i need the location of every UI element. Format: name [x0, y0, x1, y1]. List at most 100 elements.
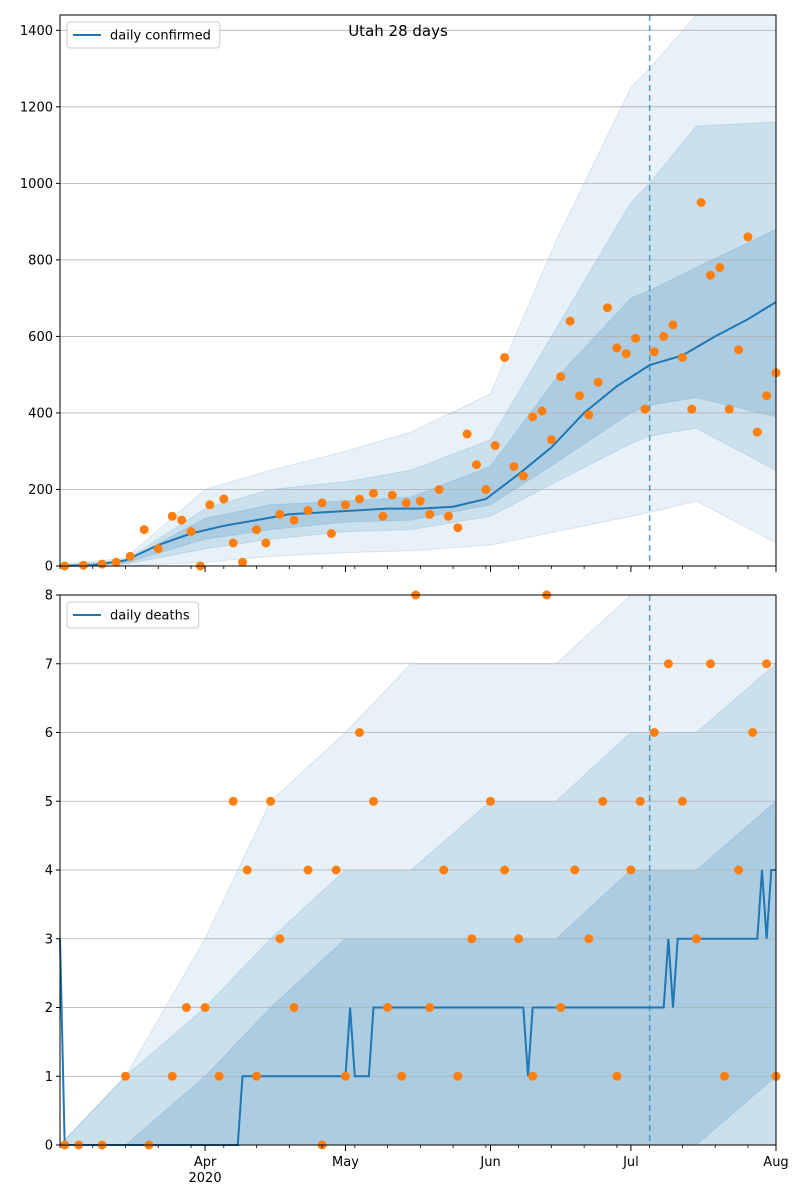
- deaths-data-point: [383, 1003, 393, 1012]
- confirmed-data-point: [139, 525, 149, 535]
- confirmed-data-point: [443, 511, 453, 521]
- confirmed-data-point: [378, 511, 388, 521]
- confirmed-data-point: [546, 435, 556, 445]
- confirmed-legend-box: [66, 21, 221, 49]
- confirmed-data-point: [631, 333, 641, 343]
- confirmed-data-point: [472, 460, 481, 470]
- confirmed-data-point: [186, 527, 196, 537]
- deaths-data-point: [762, 659, 772, 669]
- confirmed-data-point: [518, 471, 528, 481]
- confirmed-data-point: [668, 320, 678, 330]
- confirmed-y-tick-label: 600: [28, 330, 53, 345]
- deaths-y-tick-label: 5: [45, 795, 53, 810]
- deaths-data-point: [331, 865, 341, 875]
- confirmed-data-point: [434, 485, 444, 494]
- deaths-y-tick-label: 3: [45, 932, 53, 947]
- deaths-y-axis: 0 1 2 3 4 5 6 7 8: [45, 589, 60, 1154]
- confirmed-data-point: [425, 509, 435, 519]
- deaths-x-tick-sublabel: 2020: [189, 1171, 222, 1186]
- confirmed-y-tick-label: 400: [28, 406, 53, 421]
- deaths-data-point: [214, 1071, 224, 1081]
- deaths-data-point: [570, 865, 580, 875]
- deaths-x-tick-label: Jun: [479, 1155, 500, 1170]
- confirmed-data-point: [593, 377, 603, 387]
- confirmed-data-point: [415, 496, 425, 506]
- confirmed-y-tick-label: 200: [28, 483, 53, 498]
- deaths-data-point: [275, 934, 285, 944]
- confirmed-data-point: [317, 498, 327, 508]
- deaths-data-point: [612, 1071, 622, 1081]
- confirmed-data-point: [355, 494, 364, 504]
- deaths-data-point: [228, 796, 238, 806]
- deaths-data-point: [242, 865, 252, 875]
- deaths-x-tick-label: Aug: [763, 1155, 788, 1170]
- confirmed-data-point: [481, 485, 491, 494]
- confirmed-data-point: [649, 347, 659, 357]
- confirmed-data-point: [621, 349, 631, 359]
- confirmed-data-point: [640, 404, 650, 414]
- deaths-data-point: [677, 796, 687, 806]
- deaths-y-tick-label: 2: [45, 1001, 53, 1016]
- confirmed-legend-label: daily confirmed: [110, 29, 211, 44]
- confirmed-data-point: [696, 198, 706, 207]
- confirmed-y-tick-label: 800: [28, 253, 53, 268]
- deaths-data-point: [748, 728, 758, 737]
- confirmed-data-point: [687, 404, 697, 414]
- confirmed-data-point: [261, 538, 271, 548]
- confirmed-legend: daily confirmed: [66, 21, 221, 49]
- deaths-data-point: [514, 934, 524, 944]
- deaths-data-point: [626, 865, 636, 875]
- confirmed-panel: 0 200 400 600 800 1000 1200 1400 Utah 28 days d…: [20, 14, 781, 575]
- deaths-y-tick-label: 1: [45, 1070, 53, 1085]
- deaths-data-point: [425, 1003, 435, 1012]
- confirmed-data-point: [97, 559, 107, 569]
- confirmed-data-point: [177, 515, 187, 525]
- confirmed-series-line: [59, 301, 777, 567]
- confirmed-y-tick-label: 1200: [20, 100, 53, 115]
- confirmed-data-point: [500, 353, 510, 362]
- deaths-x-tick-label: Jul: [622, 1155, 639, 1170]
- deaths-data-point: [167, 1071, 177, 1081]
- deaths-data-point: [303, 865, 313, 875]
- confirmed-x-axis: [59, 566, 777, 572]
- deaths-y-tick-label: 6: [45, 726, 53, 741]
- confirmed-data-point: [228, 538, 238, 548]
- deaths-observed-points: [60, 590, 781, 1150]
- confirmed-data-point: [401, 498, 411, 508]
- deaths-data-point: [266, 796, 276, 806]
- deaths-data-point: [355, 728, 364, 737]
- confirmed-data-point: [205, 500, 215, 510]
- deaths-y-tick-label: 8: [45, 589, 53, 604]
- confirmed-data-point: [528, 412, 538, 422]
- chart-title: Utah 28 days: [348, 22, 448, 40]
- confirmed-data-point: [659, 331, 669, 341]
- confirmed-y-tick-label: 1000: [20, 177, 53, 192]
- confirmed-data-point: [453, 523, 463, 533]
- deaths-data-point: [369, 796, 378, 806]
- deaths-x-tick-label: May: [332, 1155, 359, 1170]
- deaths-y-tick-label: 4: [45, 864, 53, 879]
- confirmed-data-point: [303, 506, 313, 515]
- deaths-data-point: [663, 659, 673, 669]
- deaths-data-point: [453, 1071, 463, 1081]
- confirmed-series: [59, 301, 777, 567]
- confirmed-data-point: [584, 410, 594, 420]
- deaths-data-point: [500, 865, 510, 875]
- confirmed-data-point: [490, 441, 500, 450]
- confirmed-data-point: [78, 560, 88, 570]
- deaths-data-point: [467, 934, 477, 944]
- deaths-data-point: [598, 796, 608, 806]
- confirmed-data-point: [341, 500, 350, 510]
- deaths-data-point: [439, 865, 449, 875]
- deaths-legend: daily deaths: [66, 601, 200, 629]
- deaths-series-line: [59, 869, 776, 1146]
- deaths-data-point: [252, 1071, 261, 1081]
- deaths-data-point: [341, 1071, 350, 1081]
- confirmed-data-point: [556, 372, 566, 382]
- deaths-legend-box: [66, 601, 200, 629]
- deaths-data-point: [397, 1071, 407, 1081]
- confirmed-data-point: [219, 494, 229, 504]
- deaths-data-point: [706, 659, 715, 669]
